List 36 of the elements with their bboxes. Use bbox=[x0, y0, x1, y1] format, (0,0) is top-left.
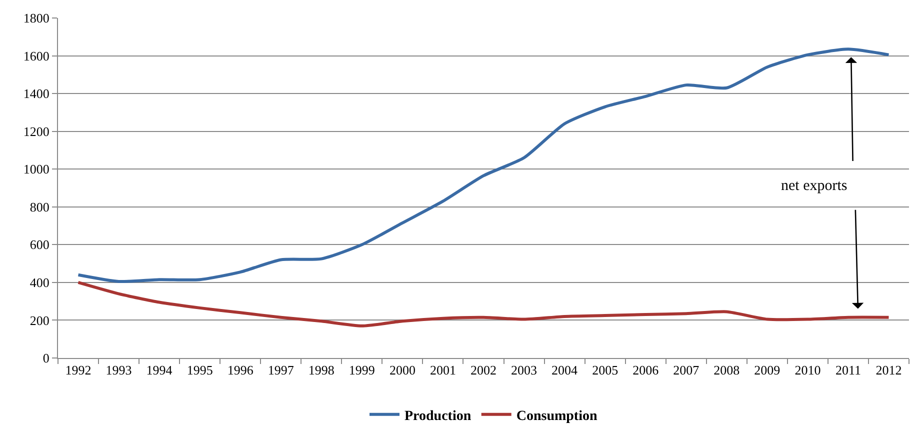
x-tick-label: 2003 bbox=[511, 362, 538, 378]
y-tick-label: 1400 bbox=[23, 86, 50, 102]
x-tick-label: 2007 bbox=[673, 362, 700, 378]
legend-label: Production bbox=[404, 408, 472, 424]
x-tick-label: 1998 bbox=[308, 362, 334, 378]
y-tick-label: 1600 bbox=[23, 48, 50, 64]
x-tick-label: 1992 bbox=[65, 362, 92, 378]
y-tick-label: 1800 bbox=[23, 10, 50, 26]
x-tick-label: 2010 bbox=[794, 362, 821, 378]
x-tick-label: 2005 bbox=[592, 362, 618, 378]
y-tick-label: 200 bbox=[30, 312, 50, 328]
x-tick-label: 1996 bbox=[227, 362, 254, 378]
y-tick-label: 1000 bbox=[23, 162, 50, 177]
legend-label: Consumption bbox=[516, 408, 598, 424]
x-tick-label: 1993 bbox=[106, 362, 132, 378]
x-tick-label: 1997 bbox=[268, 362, 294, 378]
x-tick-label: 2001 bbox=[430, 362, 456, 378]
x-tick-label: 2011 bbox=[835, 362, 861, 378]
line-series bbox=[76, 48, 890, 284]
y-tick-label: 800 bbox=[30, 199, 50, 214]
y-tick-label: 600 bbox=[30, 237, 50, 252]
y-tick-label: 0 bbox=[42, 350, 50, 366]
x-tick-label: 1999 bbox=[348, 362, 375, 378]
x-tick-label: 1995 bbox=[186, 362, 213, 378]
x-tick-label: 2008 bbox=[714, 362, 740, 378]
x-tick-label: 2012 bbox=[876, 362, 902, 378]
x-tick-label: 2004 bbox=[552, 362, 578, 378]
y-tick-label: 1200 bbox=[23, 124, 50, 139]
x-tick-label: 2009 bbox=[754, 362, 780, 378]
x-tick-label: 2002 bbox=[470, 362, 496, 378]
x-tick-label: 2000 bbox=[389, 362, 416, 378]
x-tick-label: 1994 bbox=[146, 362, 173, 378]
line-series bbox=[76, 280, 890, 328]
x-tick-label: 2006 bbox=[632, 362, 660, 378]
annotation: net exports bbox=[781, 178, 848, 194]
y-tick-label: 400 bbox=[30, 274, 50, 290]
